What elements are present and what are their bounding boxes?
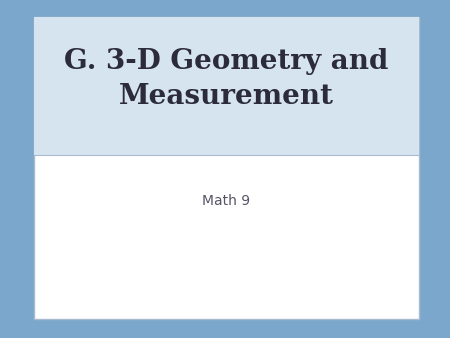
Bar [34,17,419,319]
Text: G. 3-D Geometry and
Measurement: G. 3-D Geometry and Measurement [64,48,388,110]
Text: Math 9: Math 9 [202,194,250,208]
Bar [34,17,419,154]
